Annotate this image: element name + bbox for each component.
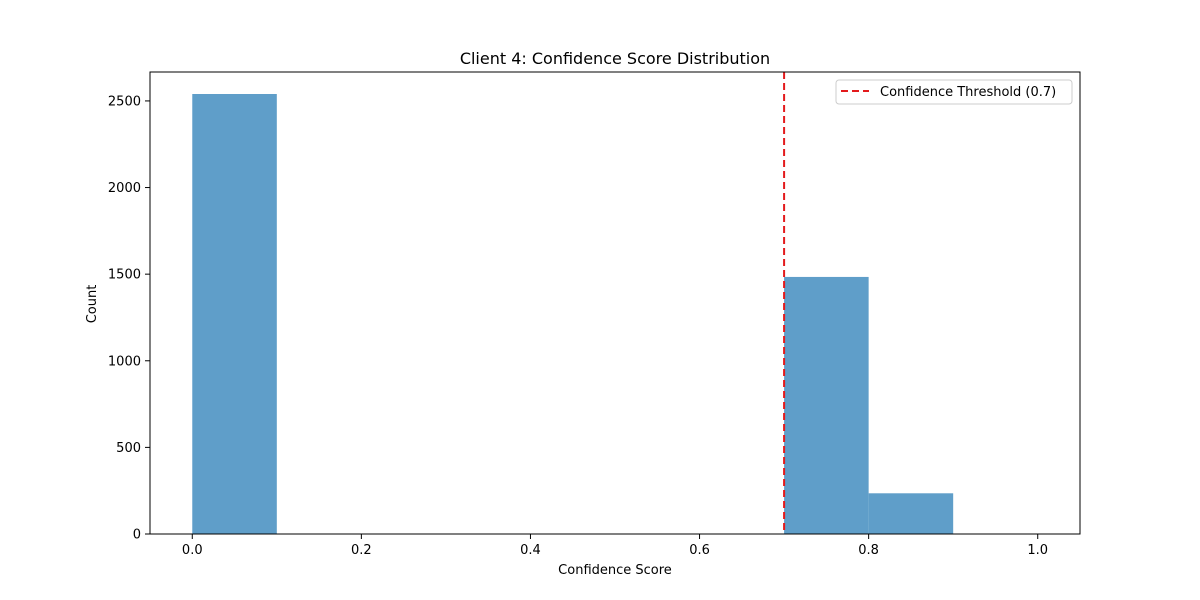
legend-box [835, 79, 1073, 105]
y-ticks-group: 0 500 1000 1500 2000 2500 [108, 94, 150, 543]
x-tick-label: 1.0 [1027, 543, 1048, 558]
histogram-bar-0 [192, 94, 277, 534]
legend-threshold-label: Confidence Threshold (0.7) [880, 85, 1056, 100]
plot-area: 0.0 0.2 0.4 0.6 0.8 1.0 0 500 1000 1500 2000 2500 [108, 71, 1081, 558]
x-tick-label: 0.2 [351, 543, 372, 558]
histogram-bar-2 [868, 493, 954, 534]
bars-group [192, 94, 954, 534]
histogram-bar-1 [784, 276, 869, 534]
y-tick-label: 2500 [108, 94, 141, 109]
y-tick-label: 1000 [108, 354, 141, 369]
y-tick-label: 0 [133, 528, 141, 543]
axes-frame [149, 71, 1081, 535]
y-tick-label: 2000 [108, 181, 141, 196]
x-tick-label: 0.0 [182, 543, 203, 558]
y-tick-label: 500 [116, 441, 141, 456]
x-tick-label: 0.8 [858, 543, 879, 558]
chart-title: Client 4: Confidence Score Distribution [460, 49, 770, 68]
y-axis-label: Count [85, 285, 100, 324]
x-tick-label: 0.4 [520, 543, 541, 558]
x-axis-label: Confidence Score [558, 563, 672, 578]
legend: Confidence Threshold (0.7) [835, 79, 1073, 105]
y-tick-label: 1500 [108, 268, 141, 283]
x-tick-label: 0.6 [689, 543, 710, 558]
x-ticks-group: 0.0 0.2 0.4 0.6 0.8 1.0 [182, 534, 1048, 558]
